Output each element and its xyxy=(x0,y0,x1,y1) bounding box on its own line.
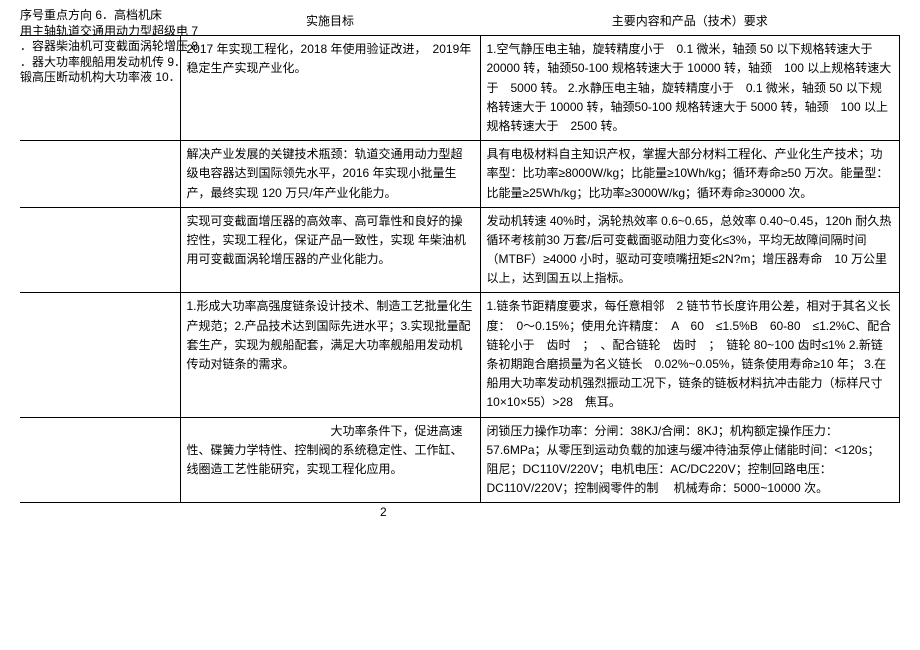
row5-mid: 大功率条件下，促进高速性、碟簧力学特性、控制阀的系统稳定性、工作缸、线圈造工艺性… xyxy=(180,417,480,503)
row3-right: 发动机转速 40%时，涡轮热效率 0.6~0.65，总效率 0.40~0.45，… xyxy=(480,207,900,293)
row4-mid: 1.形成大功率高强度链条设计技术、制造工艺批量化生产规范；2.产品技术达到国际先… xyxy=(180,293,480,417)
row1-mid: 2017 年实现工程化，2018 年使用验证改进， 2019年稳定生产实现产业化… xyxy=(180,36,480,141)
row3-left xyxy=(20,207,180,293)
row2-left xyxy=(20,141,180,208)
row1-right: 1.空气静压电主轴，旋转精度小于 0.1 微米，轴颈 50 以下规格转速大于 2… xyxy=(480,36,900,141)
row4-left xyxy=(20,293,180,417)
row4-right: 1.链条节距精度要求，每任意相邻 2 链节节长度许用公差，相对于其名义长度： 0… xyxy=(480,293,900,417)
row3-mid: 实现可变截面增压器的高效率、高可靠性和良好的操控性，实现工程化，保证产品一致性，… xyxy=(180,207,480,293)
header-overlay-cell: 序号重点方向 6．高档机床 用主轴轨道交通用动力型超级电 7 ．容器柴油机可变截… xyxy=(20,8,180,36)
row5-left xyxy=(20,417,180,503)
header-overlay-text: 序号重点方向 6．高档机床 用主轴轨道交通用动力型超级电 7 ．容器柴油机可变截… xyxy=(20,8,220,86)
page-number: 2 xyxy=(20,505,900,519)
row5-right: 闭锁压力操作功率：分闸：38KJ/合闸：8KJ；机构额定操作压力：57.6MPa… xyxy=(480,417,900,503)
header-mid: 实施目标 xyxy=(180,8,480,36)
row2-mid: 解决产业发展的关键技术瓶颈：轨道交通用动力型超级电容器达到国际领先水平，2016… xyxy=(180,141,480,208)
header-right: 主要内容和产品（技术）要求 xyxy=(480,8,900,36)
row2-right: 具有电极材料自主知识产权，掌握大部分材料工程化、产业化生产技术；功率型：比功率≥… xyxy=(480,141,900,208)
